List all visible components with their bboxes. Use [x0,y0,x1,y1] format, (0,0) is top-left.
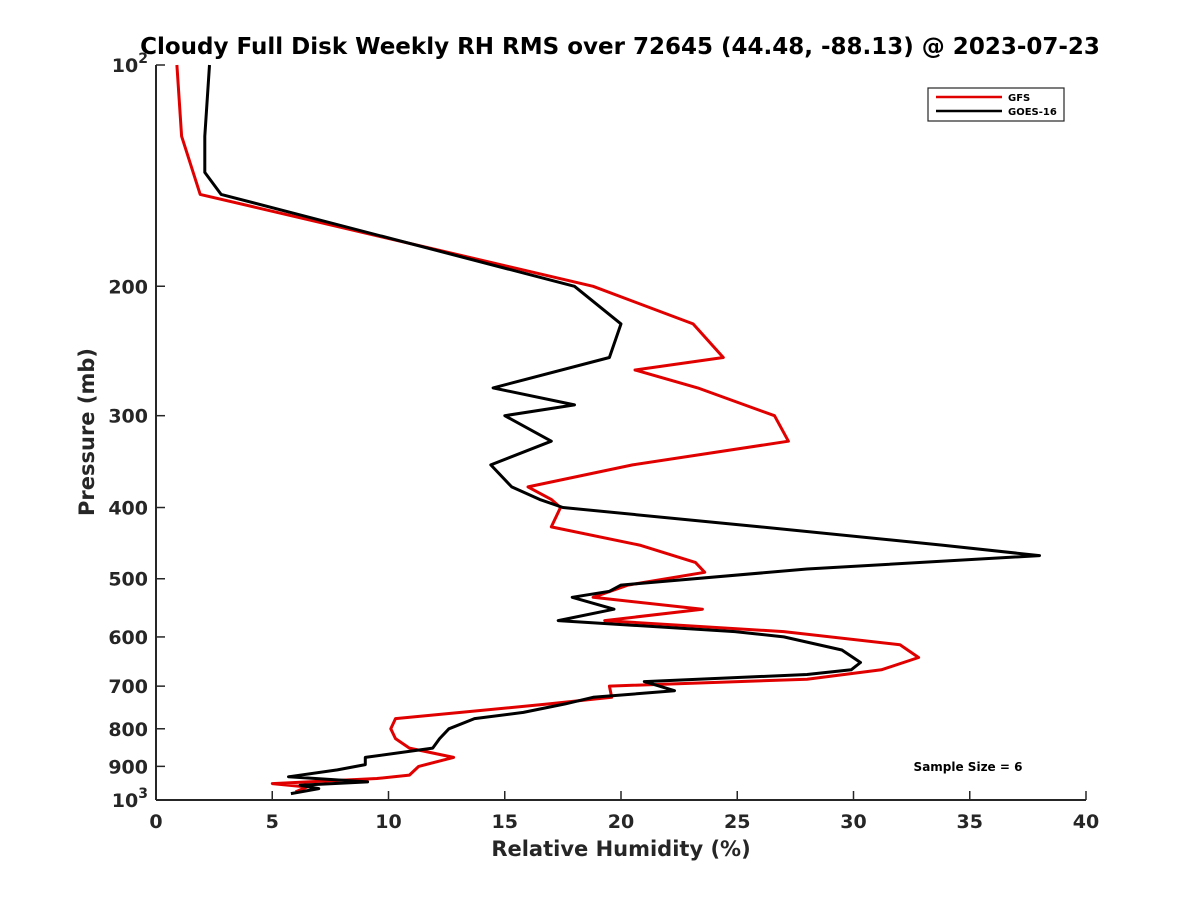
plot-area [156,65,1086,800]
x-tick-label: 40 [1073,811,1099,833]
x-ticks: 0 5 10 15 20 25 30 35 40 [149,791,1099,833]
y-tick-label-exponent: 2 [138,51,148,67]
legend: GFS GOES-16 [927,87,1065,122]
y-tick-label: 700 [108,676,148,698]
y-tick-label-base: 600 [108,627,148,649]
y-tick-label: 102 [112,51,148,77]
y-tick-label: 500 [108,569,148,591]
y-tick-label: 200 [108,276,148,298]
y-tick-label: 600 [108,627,148,649]
legend-label-gfs: GFS [1008,93,1030,104]
y-tick-label-base: 500 [108,569,148,591]
chart-title: Cloudy Full Disk Weekly RH RMS over 7264… [140,34,1100,60]
y-tick-label: 103 [112,786,148,812]
x-tick-label: 15 [492,811,518,833]
y-tick-label: 800 [108,719,148,741]
y-tick-label-base: 800 [108,719,148,741]
x-tick-label: 10 [375,811,401,833]
y-tick-label-base: 200 [108,276,148,298]
y-axis-label: Pressure (mb) [75,348,99,516]
series-layer [175,64,1041,796]
y-tick-label-base: 700 [108,676,148,698]
y-tick-label-exponent: 3 [138,786,148,802]
y-tick-label-base: 400 [108,498,148,520]
y-tick-label-base: 900 [108,756,148,778]
x-tick-label: 30 [840,811,866,833]
y-tick-label-base: 10 [112,55,138,77]
x-tick-label: 0 [149,811,162,833]
y-tick-label: 300 [108,406,148,428]
x-tick-label: 5 [266,811,279,833]
legend-box [927,87,1065,122]
y-tick-label-base: 10 [112,790,138,812]
series-line-gfs [175,64,921,794]
x-tick-label: 25 [724,811,750,833]
sample-size-annotation: Sample Size = 6 [914,760,1023,774]
x-tick-label: 20 [608,811,634,833]
x-axis-label: Relative Humidity (%) [491,837,750,861]
y-tick-label-base: 300 [108,406,148,428]
legend-label-goes-16: GOES-16 [1008,107,1057,118]
series-line-goes-16 [203,64,1041,796]
y-tick-label: 900 [108,756,148,778]
y-tick-label: 400 [108,498,148,520]
x-tick-label: 35 [957,811,983,833]
